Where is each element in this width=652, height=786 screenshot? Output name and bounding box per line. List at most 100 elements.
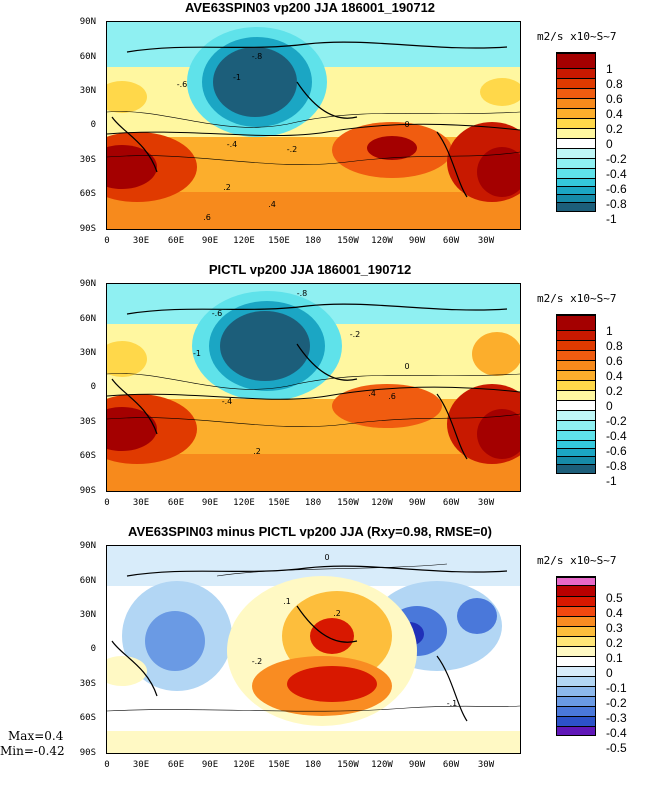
contour-label: -1 bbox=[193, 349, 201, 358]
colorbar-label: -0.6 bbox=[606, 444, 627, 458]
colorbar-label: 0.2 bbox=[606, 122, 623, 136]
x-tick-label: 120W bbox=[371, 498, 393, 508]
contour-label: .1 bbox=[283, 597, 291, 606]
map-plot: -.8 -1 -.6 -.4 -.2 0 .2 .4 .6 bbox=[106, 283, 521, 492]
x-tick-label: 60E bbox=[167, 760, 185, 770]
colorbar-swatch bbox=[557, 202, 595, 211]
colorbar bbox=[556, 576, 596, 736]
x-tick-label: 60W bbox=[442, 760, 460, 770]
negative-anomaly-core bbox=[220, 311, 310, 381]
x-tick-label: 150E bbox=[268, 498, 290, 508]
colorbar-swatch bbox=[557, 53, 595, 68]
colorbar-label: -0.4 bbox=[606, 726, 627, 740]
colorbar-swatch bbox=[557, 315, 595, 330]
colorbar-swatch bbox=[557, 158, 595, 168]
field-band-south bbox=[107, 731, 520, 753]
y-tick-label: 90S bbox=[79, 486, 96, 496]
colorbar-label: 1 bbox=[606, 324, 613, 338]
positive-anomaly-4 bbox=[107, 341, 147, 377]
contour-label: -.2 bbox=[350, 330, 361, 339]
colorbar-label: -0.6 bbox=[606, 182, 627, 196]
colorbar-swatch bbox=[557, 716, 595, 726]
max-stat: Max=0.4 bbox=[8, 729, 64, 743]
contour-line bbox=[107, 413, 520, 427]
y-tick-label: 90S bbox=[79, 224, 96, 234]
x-tick-label: 30W bbox=[477, 498, 495, 508]
colorbar-swatch bbox=[557, 148, 595, 158]
colorbar-label: -0.8 bbox=[606, 197, 627, 211]
x-tick-label: 30W bbox=[477, 760, 495, 770]
x-tick-label: 150W bbox=[337, 236, 359, 246]
contour-label: -.8 bbox=[252, 52, 263, 61]
positive-anomaly-1-core bbox=[310, 618, 354, 654]
colorbar-swatch bbox=[557, 98, 595, 108]
coastline bbox=[126, 41, 508, 53]
positive-anomaly-2 bbox=[332, 384, 442, 428]
colorbar-swatch bbox=[557, 350, 595, 360]
contour-label: -1 bbox=[233, 73, 241, 82]
positive-anomaly-3-core bbox=[477, 147, 520, 197]
colorbar-label: -1 bbox=[606, 474, 617, 488]
colorbar-label: 0.4 bbox=[606, 369, 623, 383]
colorbar-label: 0.2 bbox=[606, 636, 623, 650]
contour-line bbox=[107, 705, 520, 712]
y-tick-label: 60S bbox=[79, 189, 96, 199]
coastline bbox=[436, 393, 468, 460]
x-tick-label: 120E bbox=[233, 498, 255, 508]
field-band-south-2 bbox=[107, 192, 520, 229]
x-tick-label: 90E bbox=[201, 498, 219, 508]
colorbar-swatch bbox=[557, 370, 595, 380]
x-tick-label: 120W bbox=[371, 236, 393, 246]
x-tick-label: 150W bbox=[337, 498, 359, 508]
colorbar-swatch bbox=[557, 128, 595, 138]
x-tick-label: 30E bbox=[132, 236, 150, 246]
contour-label: .2 bbox=[223, 183, 231, 192]
colorbar-label: -0.4 bbox=[606, 167, 627, 181]
contour-line bbox=[107, 373, 520, 390]
chart-panel-2: PICTL vp200 JJA 186001_190712 -.8 bbox=[0, 262, 652, 524]
negative-anomaly-1-core bbox=[145, 611, 205, 671]
negative-anomaly-3 bbox=[457, 598, 497, 634]
colorbar-swatch bbox=[557, 726, 595, 735]
x-tick-label: 30E bbox=[132, 498, 150, 508]
y-tick-label: 60N bbox=[79, 314, 96, 324]
colorbar-swatch bbox=[557, 596, 595, 606]
colorbar-swatch bbox=[557, 186, 595, 194]
x-tick-label: 150W bbox=[337, 760, 359, 770]
x-tick-label: 120W bbox=[371, 760, 393, 770]
colorbar-label: 0 bbox=[606, 137, 613, 151]
colorbar-swatch bbox=[557, 138, 595, 148]
contour-label: -.6 bbox=[177, 80, 188, 89]
colorbar-swatch bbox=[557, 400, 595, 410]
positive-anomaly-3 bbox=[107, 656, 147, 686]
coastline bbox=[296, 81, 358, 119]
colorbar-label: 0.8 bbox=[606, 339, 623, 353]
colorbar-label: 0.4 bbox=[606, 107, 623, 121]
contour-line bbox=[216, 563, 448, 577]
y-tick-label: 90N bbox=[79, 541, 96, 551]
colorbar-swatch bbox=[557, 606, 595, 616]
colorbar-swatch bbox=[557, 636, 595, 646]
colorbar-label: 0.8 bbox=[606, 77, 623, 91]
colorbar-swatch bbox=[557, 340, 595, 350]
colorbar-label: 0 bbox=[606, 666, 613, 680]
y-tick-label: 0 bbox=[90, 382, 96, 392]
contour-line bbox=[107, 111, 520, 128]
colorbar-swatch bbox=[557, 646, 595, 656]
y-tick-label: 30S bbox=[79, 155, 96, 165]
colorbar-label: -0.1 bbox=[606, 681, 627, 695]
contour-label: -.6 bbox=[212, 309, 223, 318]
negative-anomaly-core bbox=[213, 47, 297, 117]
colorbar-label: 0 bbox=[606, 399, 613, 413]
colorbar-swatch bbox=[557, 686, 595, 696]
chart-panel-1: AVE63SPIN03 vp200 JJA 186001_190712 bbox=[0, 0, 652, 262]
coastline bbox=[126, 565, 508, 577]
coastline bbox=[296, 343, 358, 381]
y-tick-label: 30N bbox=[79, 348, 96, 358]
field-plot: -.8 -1 -.6 -.4 -.2 0 .2 .4 .6 bbox=[107, 22, 520, 229]
x-tick-label: 30W bbox=[477, 236, 495, 246]
x-tick-label: 150E bbox=[268, 760, 290, 770]
colorbar-label: 0.4 bbox=[606, 606, 623, 620]
colorbar-swatch bbox=[557, 194, 595, 202]
x-tick-label: 90W bbox=[408, 498, 426, 508]
